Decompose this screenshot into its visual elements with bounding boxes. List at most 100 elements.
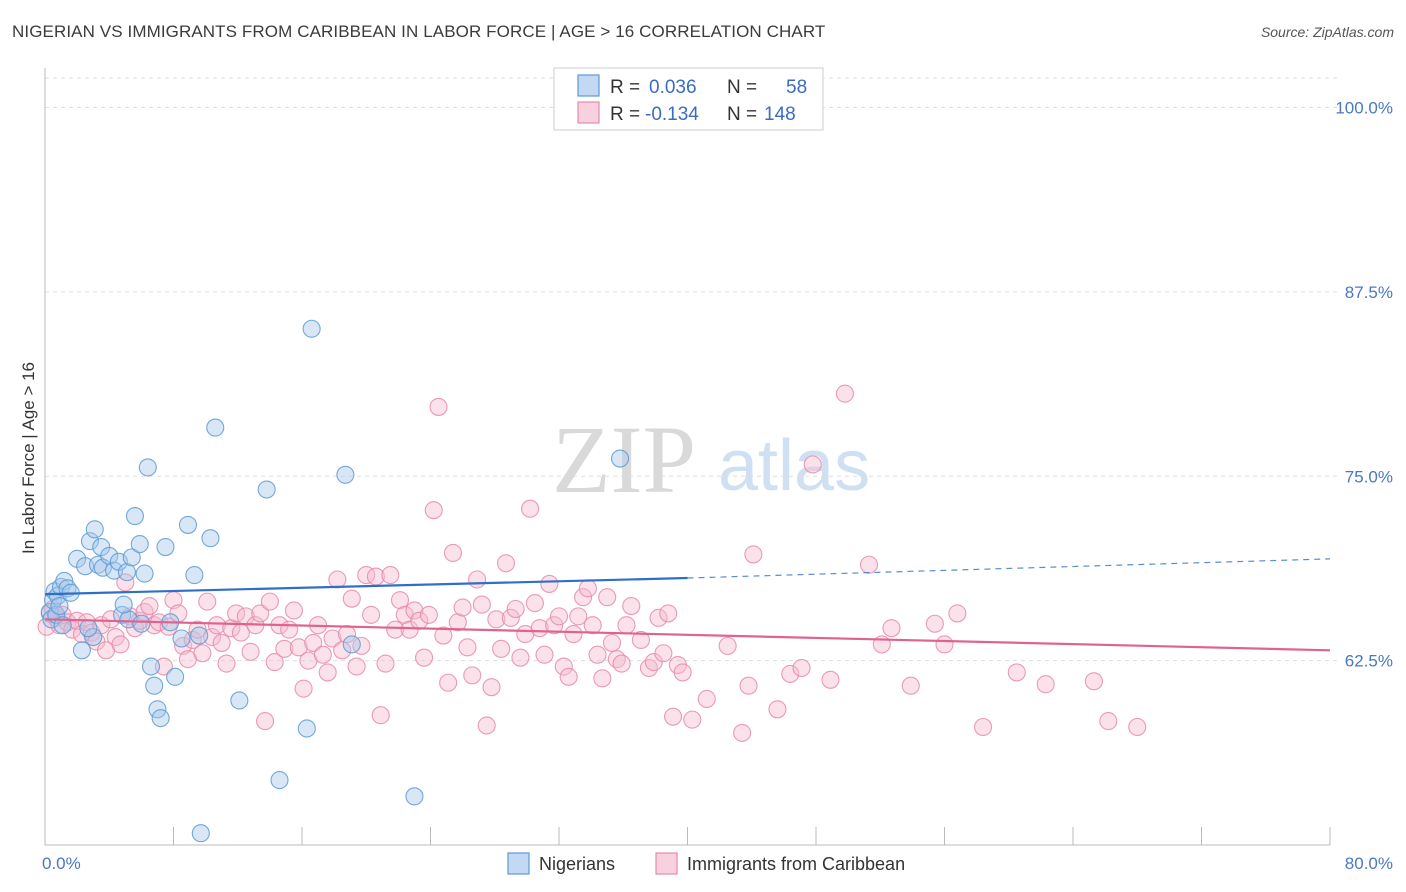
chart-source: Source: ZipAtlas.com: [1260, 24, 1394, 40]
caribbean-point: [496, 554, 516, 573]
nigerian-point: [117, 563, 136, 582]
caribbean-point: [251, 604, 270, 623]
caribbean-point: [193, 644, 212, 663]
caribbean-point: [540, 574, 559, 593]
caribbean-point: [739, 676, 758, 695]
caribbean-point: [506, 599, 525, 619]
legend-n-value-1: 58: [786, 77, 807, 98]
caribbean-point: [463, 666, 482, 685]
caribbean-point: [362, 605, 381, 624]
caribbean-point: [803, 455, 822, 474]
nigerian-point: [191, 824, 210, 843]
legend-n-label-1: N =: [727, 77, 757, 98]
correlation-legend: R = 0.036 N = 58 R = -0.134 N = 148: [553, 67, 824, 131]
legend-swatch-nigerians: [577, 74, 600, 97]
nigerian-point: [72, 641, 91, 660]
axes: 62.5% 75.0% 87.5% 100.0%: [44, 68, 1393, 846]
legend-r-label-1: R =: [610, 77, 640, 98]
nigerian-point: [257, 480, 276, 499]
nigerian-point: [201, 529, 220, 548]
nigerian-point: [405, 787, 424, 806]
caribbean-point: [545, 616, 564, 635]
caribbean-point: [357, 566, 376, 585]
caribbean-point: [275, 639, 294, 658]
legend-swatch-caribbean: [577, 101, 600, 124]
nigerian-point: [297, 719, 316, 738]
nigerian-point: [141, 657, 161, 676]
caribbean-point: [973, 717, 993, 737]
caribbean-point: [241, 642, 260, 661]
caribbean-point: [1128, 717, 1147, 737]
caribbean-point: [631, 630, 650, 650]
caribbean-point: [578, 579, 597, 598]
y-tick-label: 75.0%: [1345, 467, 1393, 486]
caribbean-point: [371, 706, 390, 725]
caribbean-point: [935, 635, 954, 654]
caribbean-point: [1036, 675, 1055, 694]
nigerian-point: [132, 614, 151, 633]
caribbean-point: [63, 620, 82, 639]
legend-r-label-2: R =: [610, 104, 640, 125]
y-tick-label: 87.5%: [1345, 283, 1393, 302]
caribbean-point: [718, 636, 737, 655]
nigerian-point: [122, 548, 141, 567]
bottom-legend-label-nigerians: Nigerians: [539, 854, 615, 874]
caribbean-point: [602, 633, 622, 652]
x-tick-label-min: 0.0%: [42, 854, 81, 873]
nigerian-point: [342, 635, 361, 654]
nigerian-point: [230, 691, 249, 710]
caribbean-point: [501, 608, 520, 627]
nigerian-point: [206, 418, 225, 437]
caribbean-point: [448, 613, 467, 632]
caribbean-point: [111, 635, 130, 654]
caribbean-point: [381, 566, 400, 585]
caribbean-point: [154, 657, 173, 676]
caribbean-point: [549, 607, 569, 626]
caribbean-point: [554, 657, 573, 676]
caribbean-point: [453, 598, 472, 617]
caribbean-point: [386, 620, 405, 639]
trend-lines: [44, 558, 1331, 652]
nigerian-point: [84, 627, 103, 647]
caribbean-point: [859, 555, 879, 574]
caribbean-point: [323, 629, 342, 648]
nigerian-point: [610, 449, 630, 468]
nigerian-point: [172, 629, 191, 648]
caribbean-point: [482, 678, 501, 697]
caribbean-point: [612, 654, 631, 673]
caribbean-point: [733, 723, 752, 742]
caribbean-point: [333, 641, 352, 660]
caribbean-point: [376, 654, 395, 673]
nigerian-point: [135, 564, 154, 583]
nigerian-point: [336, 465, 355, 484]
caribbean-point: [260, 592, 279, 611]
caribbean-point: [659, 604, 678, 623]
nigerian-point: [50, 596, 69, 616]
caribbean-point: [458, 638, 477, 657]
watermark-zip: ZIP: [552, 406, 696, 513]
caribbean-point: [198, 592, 217, 611]
caribbean-point: [583, 616, 602, 635]
caribbean-point: [313, 645, 332, 664]
bottom-legend-label-caribbean: Immigrants from Caribbean: [687, 854, 905, 874]
caribbean-point: [468, 570, 487, 589]
caribbean-point: [188, 620, 207, 639]
caribbean-point: [429, 397, 448, 416]
legend-n-label-2: N =: [727, 104, 757, 125]
caribbean-point: [535, 645, 554, 664]
series-legend: Nigerians Immigrants from Caribbean: [507, 852, 905, 875]
legend-r-value-1: 0.036: [649, 77, 697, 98]
nigerian-point: [190, 626, 209, 645]
y-tick-label: 100.0%: [1335, 99, 1393, 118]
caribbean-point: [101, 610, 120, 629]
caribbean-point: [415, 648, 434, 667]
caribbean-point: [477, 716, 496, 735]
caribbean-point: [256, 712, 275, 731]
caribbean-point: [639, 658, 659, 678]
caribbean-point: [617, 616, 636, 635]
nigerian-point: [53, 616, 72, 635]
caribbean-point: [673, 663, 692, 682]
nigerian-point: [79, 619, 98, 638]
caribbean-point: [294, 679, 313, 698]
nigerian-point: [178, 515, 198, 534]
